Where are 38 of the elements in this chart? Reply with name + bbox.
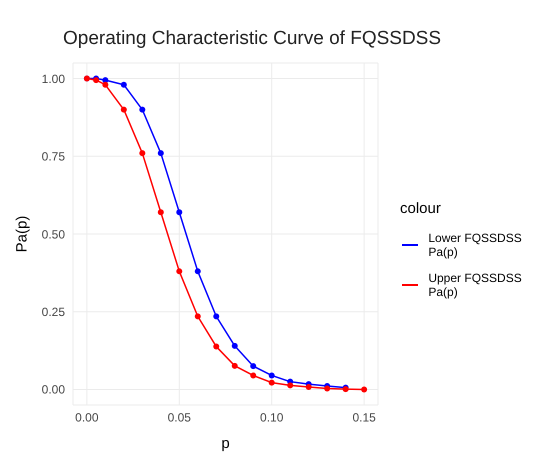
point xyxy=(158,150,164,156)
legend-label: Upper FQSSDSS Pa(p) xyxy=(428,271,523,299)
point xyxy=(176,268,182,274)
point xyxy=(176,209,182,216)
point xyxy=(268,380,275,386)
x-tick-label: 0.00 xyxy=(75,410,99,425)
point xyxy=(324,386,330,392)
chart-title: Operating Characteristic Curve of FQSSDSS xyxy=(63,28,442,50)
y-axis-title: Pa(p) xyxy=(13,216,30,252)
y-tick-label: 0.75 xyxy=(42,150,66,164)
point xyxy=(306,384,312,390)
point xyxy=(139,150,146,156)
point xyxy=(102,82,108,88)
point xyxy=(158,209,164,216)
point xyxy=(139,106,146,113)
x-axis-title: p xyxy=(221,435,230,452)
point xyxy=(120,82,127,88)
point xyxy=(250,372,256,378)
x-tick-label: 0.15 xyxy=(352,410,376,425)
point xyxy=(194,313,201,320)
y-tick-label: 0.00 xyxy=(42,382,66,397)
point xyxy=(213,313,220,320)
point xyxy=(268,372,275,378)
legend-title: colour xyxy=(400,200,442,217)
point xyxy=(361,386,368,392)
point xyxy=(287,382,294,388)
point xyxy=(250,363,256,370)
point xyxy=(232,342,238,349)
y-tick-label: 1.00 xyxy=(42,72,66,86)
y-tick-label: 0.25 xyxy=(42,304,66,319)
point xyxy=(232,362,238,369)
x-tick-label: 0.05 xyxy=(168,410,192,425)
point xyxy=(213,344,220,350)
point xyxy=(194,268,201,274)
point xyxy=(120,106,127,113)
x-tick-label: 0.10 xyxy=(260,410,284,425)
y-tick-label: 0.50 xyxy=(42,227,66,242)
legend-label: Lower FQSSDSS Pa(p) xyxy=(428,231,523,259)
